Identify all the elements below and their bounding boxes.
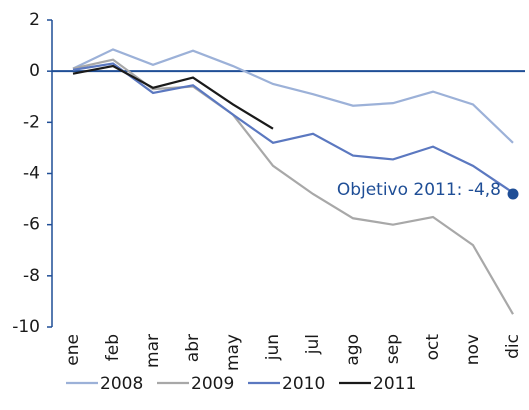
x-tick-label: feb — [103, 334, 123, 361]
legend-label: 2009 — [191, 374, 234, 394]
y-tick-label: -2 — [23, 112, 40, 132]
y-tick-label: -8 — [23, 266, 40, 286]
x-tick-label: sep — [383, 334, 403, 364]
series-line — [72, 64, 274, 130]
y-tick-label: 2 — [29, 10, 40, 30]
x-tick-label: jul — [303, 334, 323, 355]
annotation-label: Objetivo 2011: -4,8 — [337, 180, 501, 200]
x-tick-label: dic — [503, 334, 523, 359]
x-tick-label: mar — [143, 334, 163, 368]
y-tick-label: -6 — [23, 215, 40, 235]
series-line — [72, 48, 514, 144]
x-tick-label: jun — [263, 334, 283, 361]
series-line — [72, 62, 514, 194]
x-tick-label: may — [223, 334, 243, 371]
x-tick-label: abr — [183, 334, 203, 362]
x-tick-label: nov — [463, 334, 483, 365]
annotation-point — [507, 188, 519, 200]
legend-label: 2008 — [100, 374, 143, 394]
legend-label: 2010 — [282, 374, 325, 394]
x-tick-label: oct — [423, 334, 443, 361]
y-tick-label: -10 — [12, 317, 40, 337]
legend-label: 2011 — [373, 374, 416, 394]
x-tick-label: ago — [343, 334, 363, 366]
y-tick-label: 0 — [29, 61, 40, 81]
y-tick-label: -4 — [23, 164, 40, 184]
x-tick-label: ene — [63, 334, 83, 366]
